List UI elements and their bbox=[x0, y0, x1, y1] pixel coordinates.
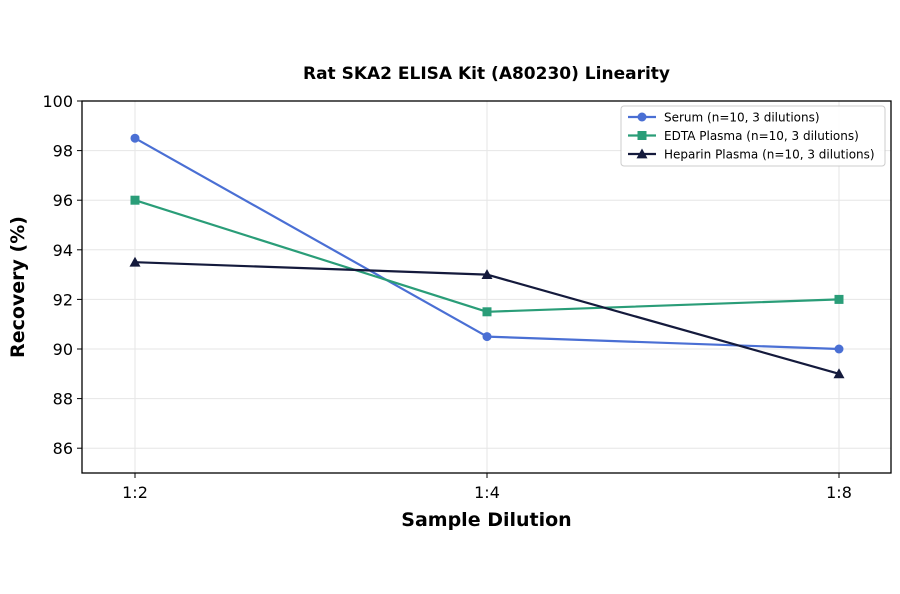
y-tick-label: 92 bbox=[53, 290, 73, 309]
y-tick-label: 100 bbox=[42, 92, 73, 111]
legend-item: Serum (n=10, 3 dilutions) bbox=[628, 111, 820, 125]
legend-item: EDTA Plasma (n=10, 3 dilutions) bbox=[628, 129, 859, 143]
y-tick-label: 98 bbox=[53, 142, 73, 161]
ticks: 86 88 90 92 94 96 98 100 1:2 1:4 1:8 bbox=[42, 92, 851, 502]
x-tick-label: 1:2 bbox=[122, 483, 148, 502]
legend-marker bbox=[637, 131, 647, 140]
y-tick-label: 96 bbox=[53, 191, 73, 210]
y-axis-label: Recovery (%) bbox=[7, 216, 29, 358]
y-tick-label: 90 bbox=[53, 340, 73, 359]
data-point bbox=[834, 294, 844, 304]
chart-title: Rat SKA2 ELISA Kit (A80230) Linearity bbox=[303, 64, 670, 84]
legend-label: Heparin Plasma (n=10, 3 dilutions) bbox=[664, 148, 875, 162]
y-tick-label: 94 bbox=[53, 241, 73, 260]
legend-label: EDTA Plasma (n=10, 3 dilutions) bbox=[664, 129, 859, 143]
legend: Serum (n=10, 3 dilutions) EDTA Plasma (n=… bbox=[620, 105, 886, 167]
x-axis-label: Sample Dilution bbox=[401, 509, 571, 531]
data-point bbox=[129, 256, 141, 267]
legend-box bbox=[620, 105, 886, 167]
x-tick-label: 1:8 bbox=[826, 483, 852, 502]
legend-marker bbox=[637, 112, 647, 122]
legend-marker bbox=[636, 148, 648, 159]
data-point bbox=[130, 133, 140, 143]
data-point bbox=[130, 195, 140, 205]
y-tick-label: 88 bbox=[53, 390, 73, 409]
series-layer bbox=[129, 133, 845, 379]
y-tick-label: 86 bbox=[53, 439, 73, 458]
data-point bbox=[833, 368, 845, 379]
legend-label: Serum (n=10, 3 dilutions) bbox=[664, 111, 820, 125]
series-3 bbox=[129, 256, 845, 379]
data-point bbox=[482, 307, 492, 317]
data-point bbox=[482, 332, 492, 342]
x-tick-label: 1:4 bbox=[474, 483, 500, 502]
series-1 bbox=[130, 133, 844, 354]
legend-item: Heparin Plasma (n=10, 3 dilutions) bbox=[628, 148, 875, 162]
data-point bbox=[834, 344, 844, 354]
data-point bbox=[481, 269, 493, 279]
series-2 bbox=[130, 195, 844, 317]
